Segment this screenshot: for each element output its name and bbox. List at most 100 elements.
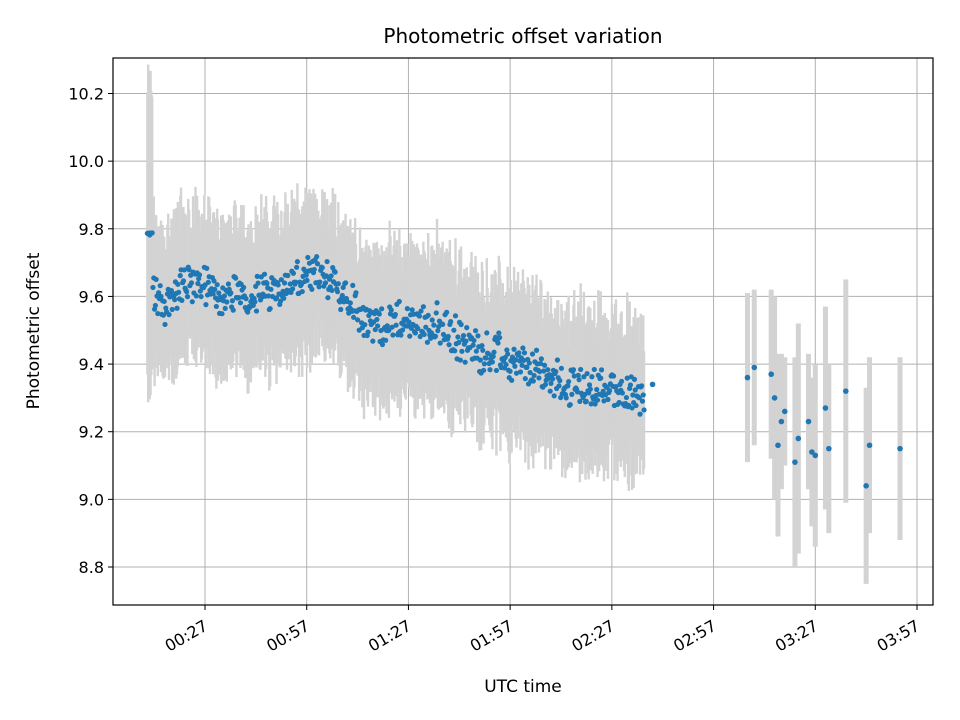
data-point <box>471 337 477 344</box>
data-point <box>751 364 758 371</box>
data-point <box>254 273 260 279</box>
y-tick-label: 9.2 <box>79 423 104 442</box>
data-point <box>629 405 635 411</box>
data-point <box>415 325 421 331</box>
data-point <box>305 254 311 261</box>
data-points <box>144 230 903 489</box>
data-point <box>434 300 440 306</box>
y-axis-label: Photometric offset <box>24 252 44 409</box>
data-point <box>457 357 463 363</box>
data-point <box>268 286 274 292</box>
data-point <box>520 345 526 351</box>
data-point <box>281 280 288 286</box>
data-point <box>409 307 415 313</box>
data-point <box>637 411 643 417</box>
data-point <box>228 290 234 296</box>
data-point <box>204 265 210 271</box>
data-point <box>569 391 575 397</box>
data-point <box>366 312 372 319</box>
data-point <box>565 383 571 389</box>
data-point <box>521 350 528 356</box>
data-point <box>503 361 509 368</box>
data-point <box>389 324 395 330</box>
data-point <box>196 272 203 278</box>
data-point <box>166 312 172 318</box>
data-point <box>553 368 559 375</box>
data-point <box>176 289 182 295</box>
data-point <box>316 284 322 290</box>
data-point <box>809 449 815 455</box>
data-point <box>350 314 357 320</box>
data-point <box>826 445 832 452</box>
data-point <box>633 402 639 409</box>
data-point <box>149 230 155 236</box>
data-point <box>281 295 287 301</box>
data-point <box>161 298 167 305</box>
data-point <box>285 272 291 279</box>
data-point <box>542 382 548 388</box>
data-point <box>452 313 459 319</box>
data-point <box>649 381 656 388</box>
data-point <box>524 364 530 370</box>
data-point <box>188 280 195 286</box>
data-point <box>455 334 461 340</box>
data-point <box>294 264 300 270</box>
data-point <box>384 323 390 329</box>
data-point <box>214 282 220 288</box>
data-point <box>362 322 368 328</box>
data-point <box>418 308 424 314</box>
data-point <box>574 389 581 395</box>
data-point <box>222 305 228 312</box>
data-point <box>425 312 431 318</box>
data-point <box>548 380 554 386</box>
data-point <box>230 307 236 313</box>
data-point <box>433 310 439 316</box>
data-point <box>505 351 511 357</box>
data-point <box>340 284 346 291</box>
data-point <box>639 398 646 404</box>
data-point <box>236 295 242 301</box>
data-point <box>452 348 458 354</box>
data-point <box>417 333 423 340</box>
data-point <box>570 367 577 373</box>
data-point <box>630 392 636 398</box>
data-point <box>197 288 203 294</box>
data-point <box>533 347 540 353</box>
data-point <box>587 386 593 392</box>
data-point <box>278 277 284 283</box>
data-point <box>347 300 353 306</box>
data-point <box>379 341 386 348</box>
x-tick-label: 01:27 <box>365 616 414 656</box>
data-point <box>420 304 426 310</box>
data-point <box>303 272 309 278</box>
data-point <box>319 265 325 271</box>
y-tick-label: 9.8 <box>79 220 104 239</box>
x-tick-label: 01:57 <box>467 616 516 656</box>
data-point <box>639 383 645 389</box>
data-point <box>445 333 451 340</box>
y-axis-ticks: 8.8 9.0 9.2 9.4 9.6 9.8 10.0 10.2 <box>68 85 113 577</box>
data-point <box>211 278 217 284</box>
data-point <box>335 281 341 287</box>
data-point <box>390 332 396 338</box>
data-point <box>591 366 597 373</box>
data-point <box>483 355 489 361</box>
data-point <box>586 382 593 388</box>
data-point <box>160 312 167 318</box>
data-point <box>186 267 192 273</box>
data-point <box>354 317 361 323</box>
y-tick-label: 9.6 <box>79 287 104 306</box>
data-point <box>177 273 183 279</box>
data-point <box>541 362 548 368</box>
plot-frame <box>112 57 934 606</box>
data-point <box>451 327 457 333</box>
data-point <box>267 305 273 312</box>
data-point <box>416 313 422 319</box>
data-point <box>771 395 778 401</box>
data-point <box>521 357 527 363</box>
data-point <box>497 334 503 341</box>
data-point <box>531 372 537 379</box>
data-point <box>513 370 520 376</box>
data-point <box>243 296 249 302</box>
